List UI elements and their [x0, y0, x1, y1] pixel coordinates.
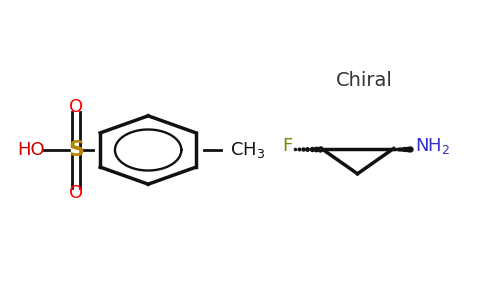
- Text: Chiral: Chiral: [336, 71, 393, 90]
- Text: NH$_2$: NH$_2$: [415, 136, 451, 155]
- Text: O: O: [69, 184, 83, 202]
- Text: S: S: [68, 140, 84, 160]
- Text: HO: HO: [17, 141, 45, 159]
- Text: $\mathregular{CH_3}$: $\mathregular{CH_3}$: [230, 140, 265, 160]
- Text: F: F: [282, 136, 292, 154]
- Text: O: O: [69, 98, 83, 116]
